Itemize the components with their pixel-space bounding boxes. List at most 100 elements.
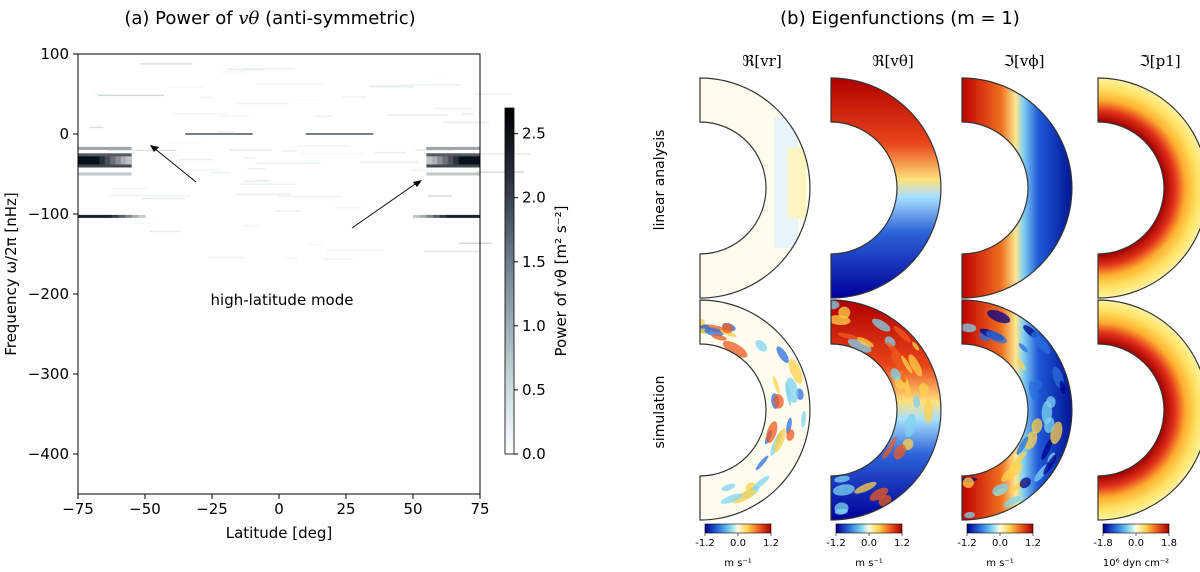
map-streak (898, 370, 907, 383)
eigen-colorbar-tick-label: 1.2 (894, 538, 910, 549)
heatmap-feature (115, 155, 122, 166)
eigenfunction-map (700, 300, 810, 520)
heatmap-cell (243, 224, 260, 227)
heatmap-cell (239, 183, 295, 185)
heatmap-cell (342, 96, 367, 98)
heatmap-feature (78, 214, 86, 218)
heatmap-feature (91, 214, 99, 218)
heatmap-feature (466, 214, 474, 218)
heatmap-feature (346, 133, 354, 135)
heatmap-feature (426, 172, 480, 176)
row-label-simulation: simulation (652, 376, 668, 449)
heatmap-cell (89, 126, 104, 129)
heatmap-cell (370, 84, 432, 86)
heatmap-feature (473, 214, 481, 218)
column-title: ℑ[vϕ] (1004, 52, 1045, 70)
heatmap-cell (243, 180, 271, 183)
map-streak (893, 326, 912, 343)
heatmap-cell (433, 107, 472, 110)
heatmap-cell (235, 193, 291, 196)
eigen-colorbar-unit: m s⁻¹ (986, 558, 1013, 569)
eigen-colorbar-tick-label: 1.2 (763, 538, 779, 549)
heatmap-cell (149, 230, 181, 233)
heatmap-cell (247, 167, 266, 170)
heatmap-feature (447, 155, 454, 166)
heatmap-cell (139, 195, 191, 197)
map-outline (830, 77, 942, 299)
map-streak (901, 355, 913, 374)
eigen-colorbar-tick-label: -1.2 (695, 538, 715, 549)
map-streak (837, 332, 858, 340)
map-streak (834, 508, 848, 515)
heatmap-cell (218, 131, 235, 133)
heatmap-cell (141, 197, 186, 200)
map-streak (786, 429, 795, 441)
map-streak (751, 475, 770, 491)
heatmap-feature (238, 133, 246, 135)
eigen-colorbar-tick-label: 0.0 (861, 538, 877, 549)
heatmap-feature (442, 155, 449, 166)
heatmap-cell (208, 256, 246, 259)
heatmap-feature (78, 164, 132, 168)
row-label-linear: linear analysis (652, 130, 668, 231)
map-streak (1016, 436, 1029, 455)
eigen-colorbar-unit: m s⁻¹ (724, 558, 751, 569)
eigen-colorbar-tick-label: 0.0 (992, 538, 1008, 549)
eigen-colorbar (1102, 523, 1170, 534)
map-streak (962, 323, 977, 333)
map-streak (869, 487, 889, 501)
map-streak (918, 383, 929, 395)
map-streak (985, 330, 1007, 344)
heatmap-cell (167, 86, 206, 88)
map-streak (832, 484, 855, 496)
colorbar-tick-label: 2.0 (522, 189, 546, 207)
heatmap-feature (426, 164, 480, 168)
heatmap-feature (469, 155, 476, 166)
map-streak (872, 318, 891, 332)
map-streak (1031, 418, 1043, 434)
heatmap-feature (126, 155, 133, 166)
eigenfunction-map (831, 78, 941, 298)
map-patch (788, 148, 806, 218)
map-outline (961, 77, 1073, 299)
eigenfunction-grid: ℜ[vr] -1.2 0.0 1.2 m s⁻¹ ℜ[vθ] -1.2 0.0 1.2 m s⁻¹… (695, 52, 1200, 569)
map-streak (1003, 495, 1021, 508)
heatmap-cell (423, 250, 479, 253)
heatmap-feature (245, 133, 253, 135)
x-tick-label: 25 (336, 500, 355, 518)
heatmap-cell (322, 258, 354, 260)
heatmap-feature (433, 214, 441, 218)
heatmap-feature (78, 146, 132, 150)
heatmap-feature (88, 155, 95, 166)
heatmap-feature (104, 214, 112, 218)
heatmap-feature (78, 155, 84, 166)
annotation-arrow-right (351, 181, 419, 229)
heatmap-feature (138, 214, 146, 218)
heatmap-feature (78, 153, 132, 157)
map-streak (987, 309, 1011, 324)
map-streak (891, 351, 908, 371)
eigen-colorbar-tick-label: 1.2 (1025, 538, 1041, 549)
map-streak (773, 394, 784, 409)
map-outline (699, 299, 811, 521)
heatmap-cell (475, 171, 525, 173)
map-streak (721, 483, 736, 492)
map-streak (755, 455, 769, 471)
map-streak (1041, 400, 1053, 425)
colorbar-tick-label: 0.0 (522, 445, 546, 463)
heatmap-cell (326, 249, 385, 251)
map-outline (699, 77, 811, 299)
heatmap-cell (427, 195, 452, 197)
heatmap-feature (120, 155, 127, 166)
eigen-colorbar (966, 523, 1034, 534)
map-outline (1097, 77, 1200, 299)
map-streak (801, 411, 807, 428)
eigen-colorbar (835, 523, 903, 534)
heatmap-cell (98, 94, 165, 97)
power-colorbar (504, 107, 515, 455)
heatmap-feature (359, 133, 367, 135)
colorbar-label: Power of vθ [m² s⁻²] (552, 205, 570, 356)
heatmap-cell (290, 99, 320, 102)
map-streak (962, 477, 974, 489)
colorbar-tick-label: 2.5 (522, 125, 546, 143)
